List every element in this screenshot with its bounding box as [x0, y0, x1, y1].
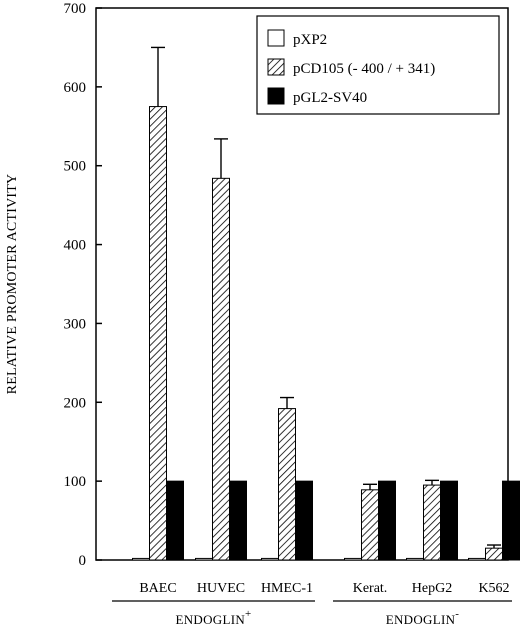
- y-axis-label: RELATIVE PROMOTER ACTIVITY: [5, 174, 20, 395]
- bar-hatched-huvec: [212, 177, 230, 561]
- category-label: BAEC: [139, 581, 176, 596]
- legend-box: [256, 15, 500, 115]
- bar-hatched-hmec1: [278, 408, 296, 561]
- bar-black-hepg2: [440, 480, 458, 561]
- bar-white-baec: [132, 557, 150, 561]
- bar-black-hmec1: [295, 480, 313, 561]
- bar-white-hmec1: [261, 557, 279, 561]
- bar-white-kerat: [344, 557, 362, 561]
- legend: pXP2 pCD105 (- 400 / + 341) pGL2-SV40: [256, 15, 500, 115]
- bar-white-hepg2: [406, 557, 424, 561]
- category-label: HUVEC: [197, 581, 245, 596]
- y-tick-label: 100: [64, 474, 87, 490]
- group-label-sup: -: [455, 608, 459, 620]
- bar-white-k562: [468, 557, 486, 561]
- y-tick-label: 0: [79, 553, 87, 569]
- bar-hatched-k562: [485, 547, 503, 561]
- bar-black-kerat: [378, 480, 396, 561]
- y-tick-label: 500: [64, 159, 87, 175]
- group-label-text: ENDOGLIN: [386, 612, 456, 627]
- legend-swatch: [267, 87, 285, 105]
- group-label-sup: +: [245, 608, 252, 620]
- group-label: ENDOGLIN+: [175, 608, 251, 627]
- bar-hatched-kerat: [361, 489, 379, 561]
- y-tick-label: 700: [64, 1, 87, 17]
- bar-white-huvec: [195, 557, 213, 561]
- bar-hatched-baec: [149, 106, 167, 561]
- group-label-text: ENDOGLIN: [175, 612, 245, 627]
- bar-black-k562: [502, 480, 520, 561]
- category-label: HMEC-1: [261, 581, 313, 596]
- category-label: K562: [478, 581, 509, 596]
- bar-black-baec: [166, 480, 184, 561]
- bar-hatched-hepg2: [423, 484, 441, 561]
- legend-swatch: [267, 58, 285, 76]
- legend-label: pCD105 (- 400 / + 341): [293, 61, 435, 77]
- y-tick-label: 400: [64, 238, 87, 254]
- legend-label: pGL2-SV40: [293, 90, 367, 106]
- y-tick-label: 600: [64, 80, 87, 96]
- y-tick-label: 200: [64, 395, 87, 411]
- legend-swatch: [267, 29, 285, 47]
- bar-black-huvec: [229, 480, 247, 561]
- y-tick-label: 300: [64, 316, 87, 332]
- category-label: HepG2: [412, 581, 452, 596]
- legend-label: pXP2: [293, 32, 327, 48]
- plot-area: 0 100 200 300 400 500 600 700 RELATIVE PROMOTER …: [5, 1, 520, 627]
- category-label: Kerat.: [353, 581, 388, 596]
- group-label: ENDOGLIN-: [386, 608, 460, 627]
